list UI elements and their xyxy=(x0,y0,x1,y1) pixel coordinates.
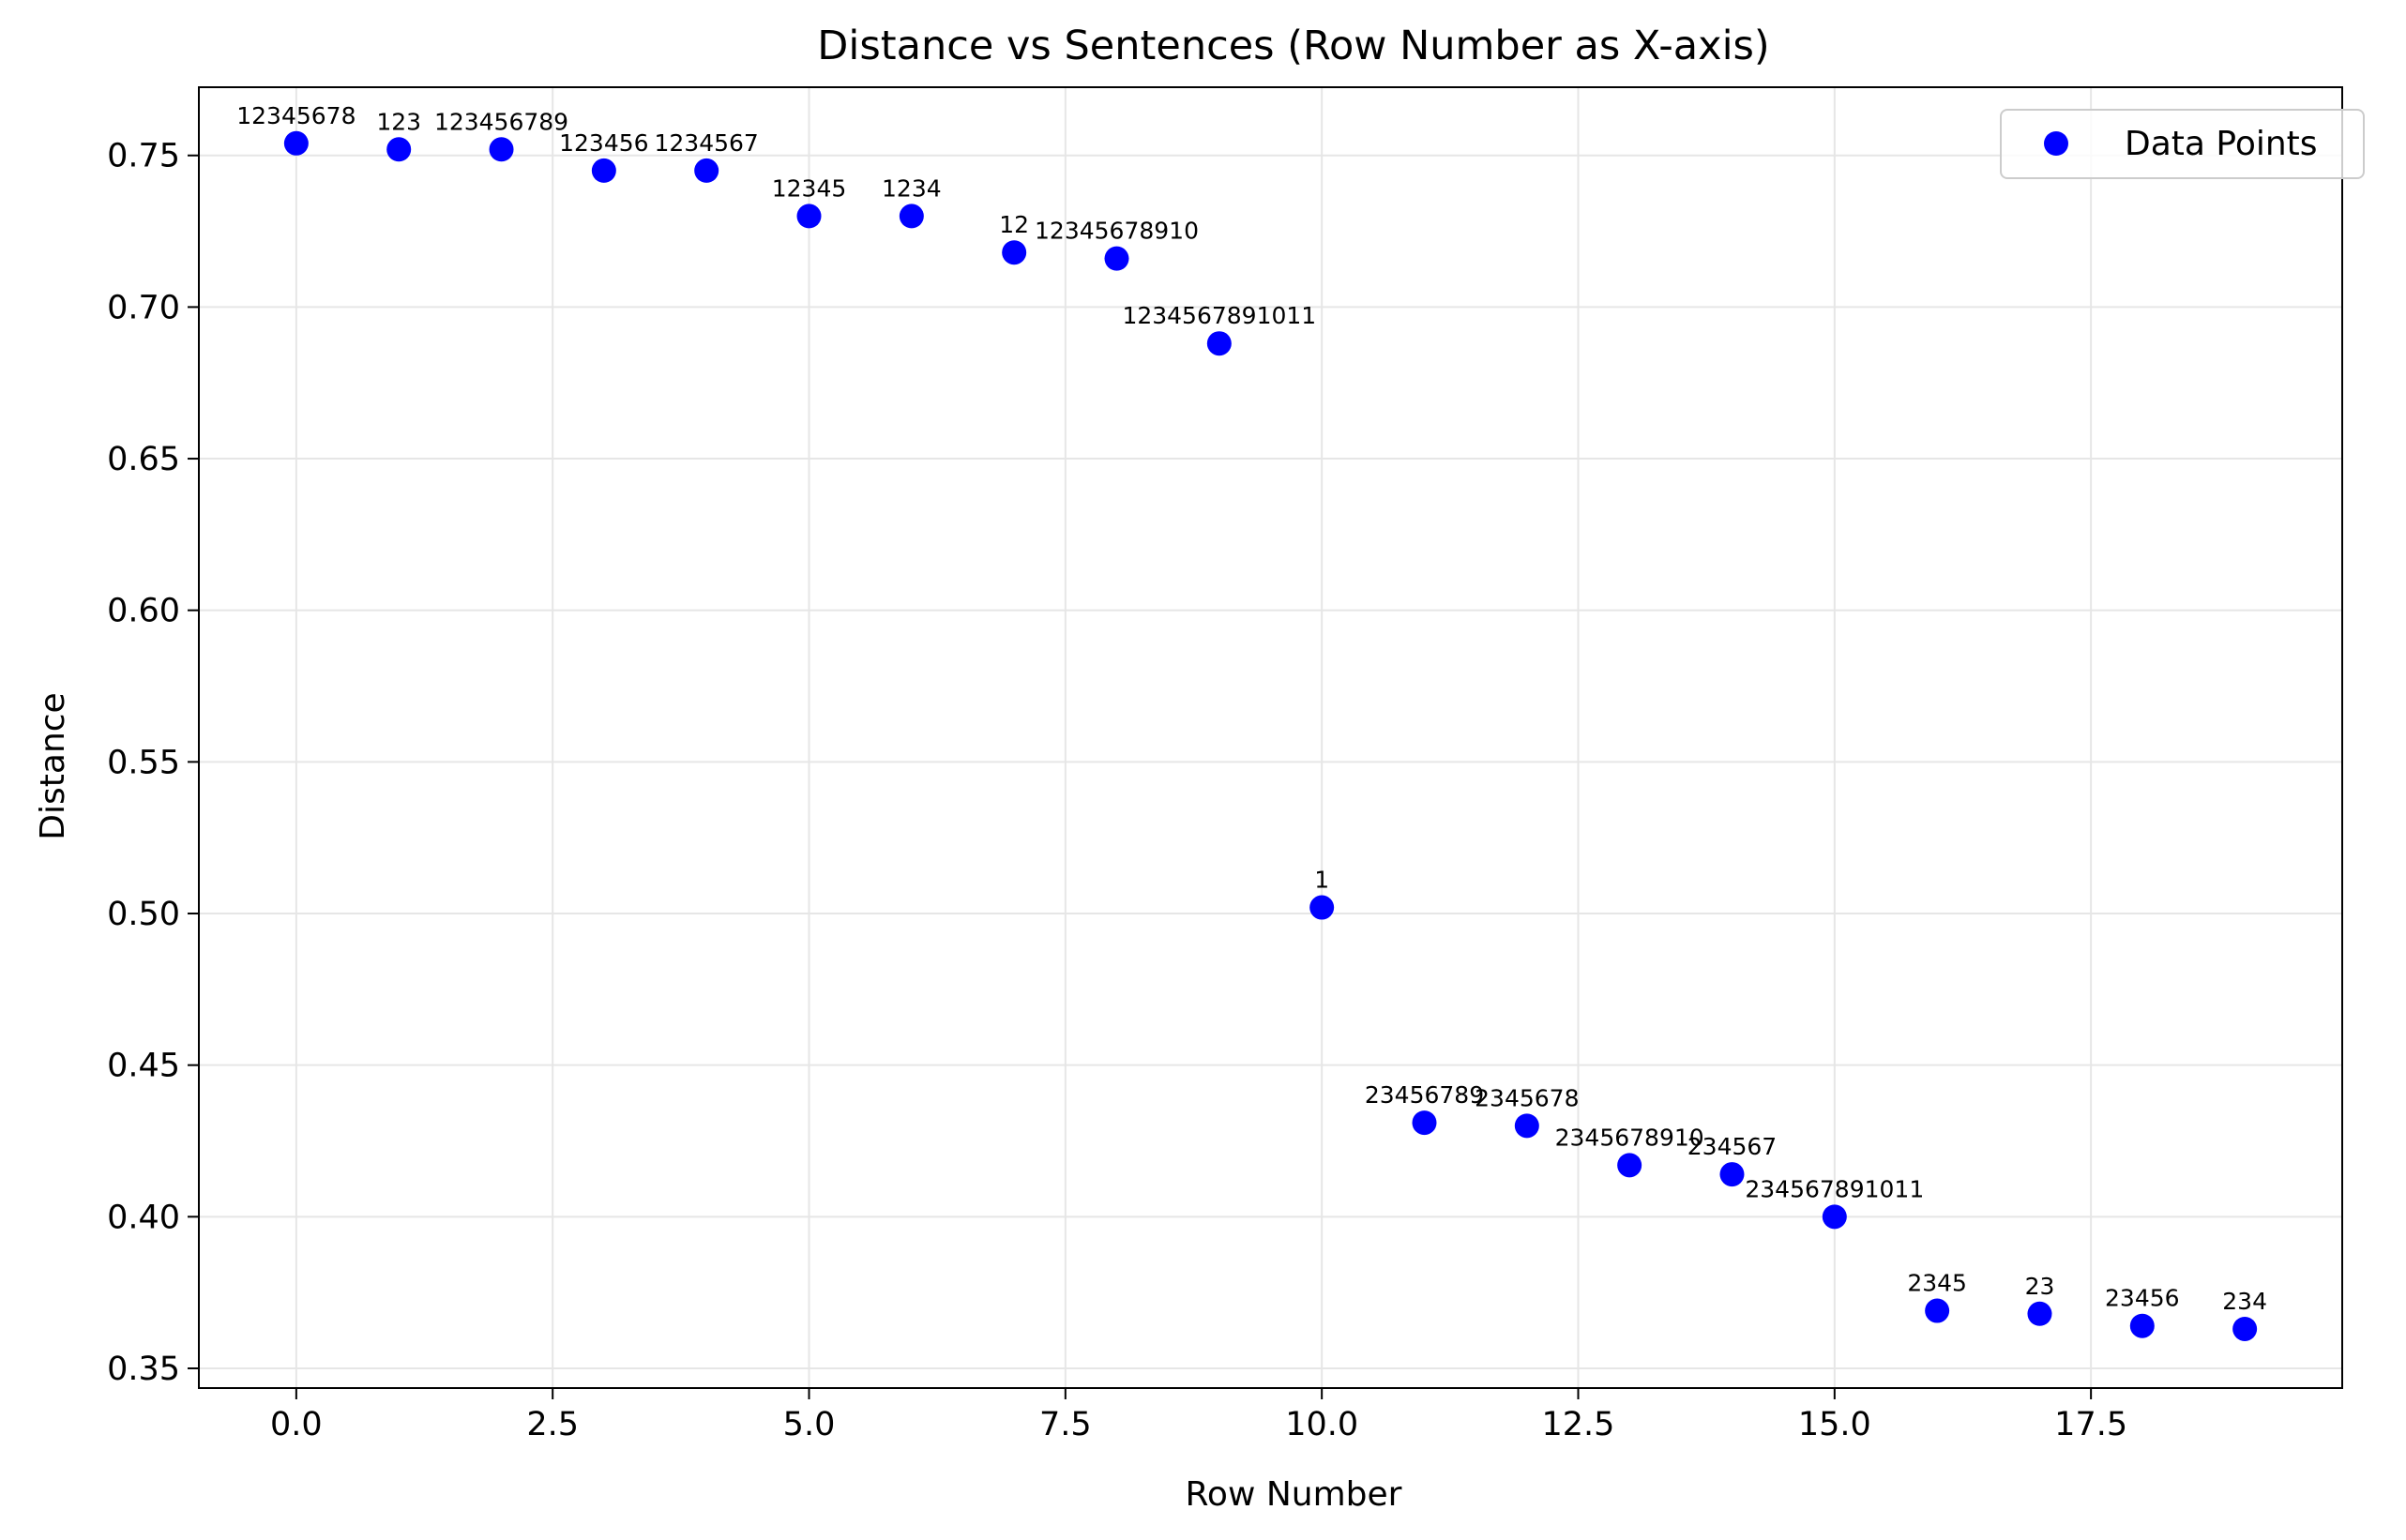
y-tick-label: 0.60 xyxy=(107,593,180,630)
data-point xyxy=(1617,1153,1642,1178)
x-tick-label: 2.5 xyxy=(526,1406,579,1443)
data-point-label: 1234 xyxy=(882,174,942,202)
data-point-label: 23456789 xyxy=(1365,1081,1484,1109)
data-point-label: 23 xyxy=(2025,1273,2055,1300)
data-point xyxy=(1002,240,1027,265)
x-axis-label: Row Number xyxy=(1186,1475,1402,1514)
data-point xyxy=(1104,246,1129,271)
data-point xyxy=(591,158,616,183)
data-point xyxy=(1925,1298,1950,1323)
data-point-label: 1234567891011 xyxy=(1122,302,1316,329)
y-tick-label: 0.35 xyxy=(107,1351,180,1388)
data-point-label: 12345678 xyxy=(236,102,356,129)
axis-ticks: 0.0 2.5 5.0 7.5 10.0 12.5 15.0 17.5 0.35 0.40 0.45… xyxy=(107,138,2127,1443)
data-point xyxy=(2027,1301,2052,1326)
y-tick-label: 0.55 xyxy=(107,744,180,781)
x-tick-label: 17.5 xyxy=(2054,1406,2127,1443)
legend-marker xyxy=(2044,131,2068,156)
data-point-label: 123 xyxy=(376,108,421,135)
data-point xyxy=(1822,1204,1847,1230)
data-point-label: 234567891011 xyxy=(1745,1175,1924,1202)
chart-title: Distance vs Sentences (Row Number as X-a… xyxy=(817,23,1769,69)
y-tick-label: 0.40 xyxy=(107,1199,180,1236)
data-point xyxy=(1719,1162,1745,1187)
data-point-label: 1234567 xyxy=(655,129,759,157)
data-point xyxy=(2232,1316,2258,1341)
data-point xyxy=(694,158,719,183)
data-point xyxy=(1514,1113,1539,1139)
y-tick-label: 0.65 xyxy=(107,441,180,478)
data-point-label: 1 xyxy=(1314,867,1329,894)
data-point xyxy=(796,204,822,229)
data-point-label: 12345 xyxy=(772,174,847,202)
data-point-label: 234567 xyxy=(1687,1133,1777,1160)
legend: Data Points xyxy=(2000,109,2365,179)
y-axis-label: Distance xyxy=(34,692,72,839)
data-point-label: 123456789 xyxy=(434,108,568,135)
data-point-label: 2345678910 xyxy=(1555,1124,1704,1151)
x-tick-label: 10.0 xyxy=(1285,1406,1358,1443)
y-tick-label: 0.45 xyxy=(107,1048,180,1085)
data-point-label: 2345678 xyxy=(1475,1084,1579,1111)
data-point xyxy=(899,204,924,229)
data-point xyxy=(1206,331,1232,356)
plot-area-frame xyxy=(198,86,2343,1389)
data-point-label: 23456 xyxy=(2105,1285,2180,1312)
x-tick-label: 7.5 xyxy=(1039,1406,1092,1443)
data-point-label: 2345 xyxy=(1907,1270,1967,1297)
data-point xyxy=(1412,1110,1437,1136)
data-point xyxy=(283,130,309,156)
data-point-label: 234 xyxy=(2222,1288,2267,1315)
data-points xyxy=(283,130,2258,1341)
x-tick-label: 12.5 xyxy=(1542,1406,1615,1443)
y-tick-label: 0.50 xyxy=(107,896,180,933)
data-point-label: 123456 xyxy=(559,129,648,157)
data-point xyxy=(386,137,412,162)
grid-lines xyxy=(199,87,2342,1388)
y-tick-label: 0.70 xyxy=(107,289,180,326)
legend-box xyxy=(2000,109,2365,179)
data-point xyxy=(489,137,514,162)
legend-label: Data Points xyxy=(2125,125,2318,163)
y-tick-label: 0.75 xyxy=(107,138,180,175)
data-point xyxy=(1309,895,1335,920)
x-tick-label: 5.0 xyxy=(783,1406,836,1443)
data-point-label: 12 xyxy=(999,211,1029,238)
data-point xyxy=(2129,1313,2155,1338)
x-tick-label: 15.0 xyxy=(1798,1406,1871,1443)
x-tick-label: 0.0 xyxy=(270,1406,323,1443)
data-point-label: 12345678910 xyxy=(1035,218,1199,245)
